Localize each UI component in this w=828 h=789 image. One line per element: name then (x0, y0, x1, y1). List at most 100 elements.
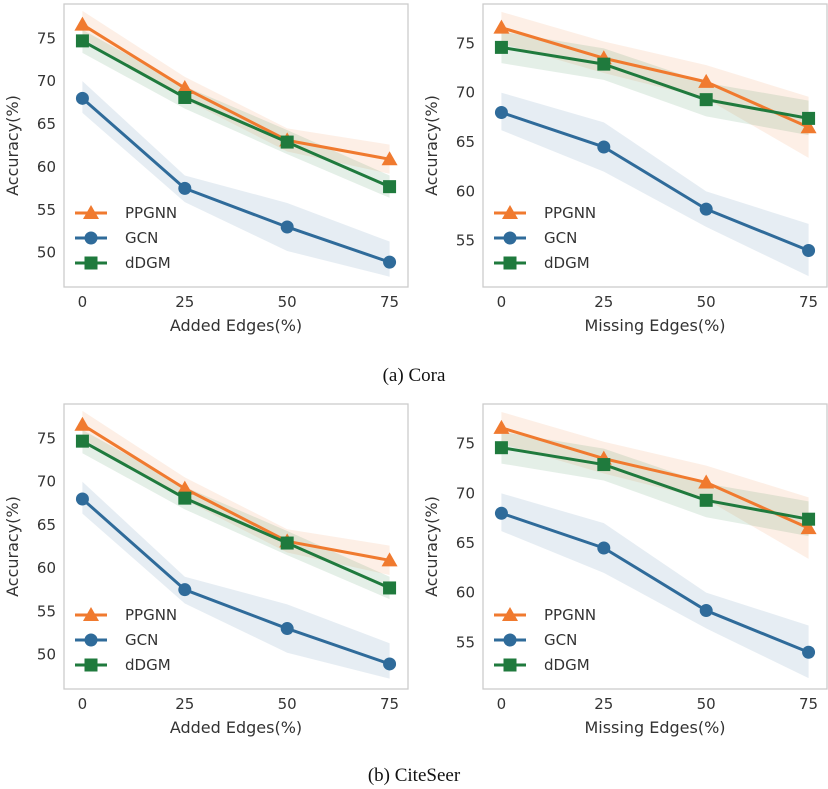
y-tick-label: 65 (456, 133, 475, 151)
x-tick-label: 0 (78, 293, 88, 311)
legend-label-ddgm: dDGM (544, 254, 590, 272)
chart-panel-1: 0 25 50 75 50 55 60 65 70 75 Added Edges(%) Accurac… (3, 3, 409, 335)
x-tick-label: 75 (380, 695, 399, 713)
y-tick-label: 65 (37, 516, 56, 534)
series-line-ppgnn (500, 26, 810, 129)
y-tick-label: 60 (37, 158, 56, 176)
point-gcn (802, 244, 816, 258)
x-tick-label: 75 (799, 695, 818, 713)
legend-label-ddgm: dDGM (544, 656, 590, 674)
band-gcn (82, 481, 390, 679)
legend-marker-ppgnn (83, 607, 99, 621)
chart-panel-3: 0 25 50 75 50 55 60 65 70 75 Added Edges(%) Accurac… (3, 403, 409, 737)
y-axis-label: Accuracy(%) (422, 496, 441, 597)
x-axis-label: Missing Edges(%) (584, 718, 725, 737)
series-line-ddgm (501, 446, 809, 521)
series-line-ppgnn (81, 423, 390, 562)
x-tick-label: 0 (78, 695, 88, 713)
legend-marker-gcn (84, 231, 98, 245)
y-tick-label: 60 (37, 559, 56, 577)
point-gcn (597, 140, 611, 154)
legend-marker-ddgm (503, 256, 517, 270)
series-line-gcn (500, 511, 810, 654)
point-gcn (280, 622, 294, 636)
point-ppgnn (800, 520, 817, 535)
x-tick-label: 50 (278, 695, 297, 713)
legend-marker-ppgnn (502, 607, 518, 621)
plot-frame (63, 3, 409, 288)
y-tick-label: 65 (37, 115, 56, 133)
point-ddgm (383, 180, 397, 194)
y-tick-label: 60 (456, 584, 475, 602)
band-ppgnn (501, 11, 809, 158)
point-ddgm (75, 34, 89, 48)
point-gcn (383, 255, 397, 269)
y-tick-label: 70 (37, 473, 56, 491)
point-ppgnn (698, 73, 715, 88)
legend-label-ddgm: dDGM (125, 656, 171, 674)
band-gcn (82, 81, 390, 277)
point-ppgnn (381, 552, 398, 567)
point-ddgm (699, 93, 713, 107)
point-ddgm (383, 581, 397, 595)
series-line-ddgm (81, 39, 391, 189)
series-line-ddgm (501, 45, 809, 120)
x-tick-label: 25 (175, 293, 194, 311)
series-line-gcn (500, 111, 810, 252)
point-gcn (75, 492, 89, 506)
point-ddgm (699, 493, 713, 507)
x-tick-label: 25 (594, 293, 613, 311)
x-tick-label: 25 (594, 695, 613, 713)
legend-label-gcn: GCN (125, 229, 158, 247)
point-ddgm (802, 111, 816, 125)
y-tick-label: 75 (456, 34, 475, 52)
y-tick-label: 75 (456, 435, 475, 453)
caption-citeseer: (b) CiteSeer (368, 765, 461, 786)
y-tick-label: 50 (37, 244, 56, 262)
x-tick-label: 50 (697, 293, 716, 311)
point-ddgm (75, 434, 89, 448)
legend-marker-gcn (503, 231, 517, 245)
point-gcn (494, 105, 508, 119)
point-gcn (75, 91, 89, 105)
legend-marker-ddgm (84, 256, 98, 270)
y-tick-label: 50 (37, 645, 56, 663)
point-ppgnn (74, 16, 91, 31)
y-tick-label: 70 (456, 84, 475, 102)
legend-label-gcn: GCN (544, 229, 577, 247)
y-tick-label: 70 (37, 72, 56, 90)
x-tick-label: 25 (175, 695, 194, 713)
point-ppgnn (800, 119, 817, 134)
legend-marker-gcn (84, 633, 98, 647)
y-tick-label: 55 (37, 201, 56, 219)
series-line-gcn (81, 97, 391, 264)
legend-marker-ppgnn (502, 205, 518, 219)
caption-cora: (a) Cora (383, 365, 446, 386)
legend-marker-ddgm (84, 658, 98, 672)
point-ddgm (178, 491, 192, 505)
legend-label-ddgm: dDGM (125, 254, 171, 272)
x-tick-label: 0 (497, 695, 507, 713)
y-tick-label: 65 (456, 534, 475, 552)
y-tick-label: 70 (456, 484, 475, 502)
y-tick-label: 75 (37, 430, 56, 448)
point-gcn (494, 506, 508, 520)
x-tick-label: 50 (278, 293, 297, 311)
y-axis-label: Accuracy(%) (3, 95, 22, 196)
point-ddgm (280, 135, 294, 149)
band-ppgnn (501, 411, 809, 559)
legend-label-gcn: GCN (125, 631, 158, 649)
series-line-gcn (81, 497, 391, 666)
point-ddgm (802, 512, 816, 526)
point-ppgnn (381, 151, 398, 166)
legend-label-ppgnn: PPGNN (544, 204, 596, 222)
legend-label-gcn: GCN (544, 631, 577, 649)
x-axis-label: Added Edges(%) (170, 718, 302, 737)
point-gcn (178, 181, 192, 195)
y-tick-label: 55 (456, 633, 475, 651)
x-tick-label: 50 (697, 695, 716, 713)
y-tick-label: 55 (37, 602, 56, 620)
x-axis-label: Added Edges(%) (170, 316, 302, 335)
legend-label-ppgnn: PPGNN (125, 204, 177, 222)
